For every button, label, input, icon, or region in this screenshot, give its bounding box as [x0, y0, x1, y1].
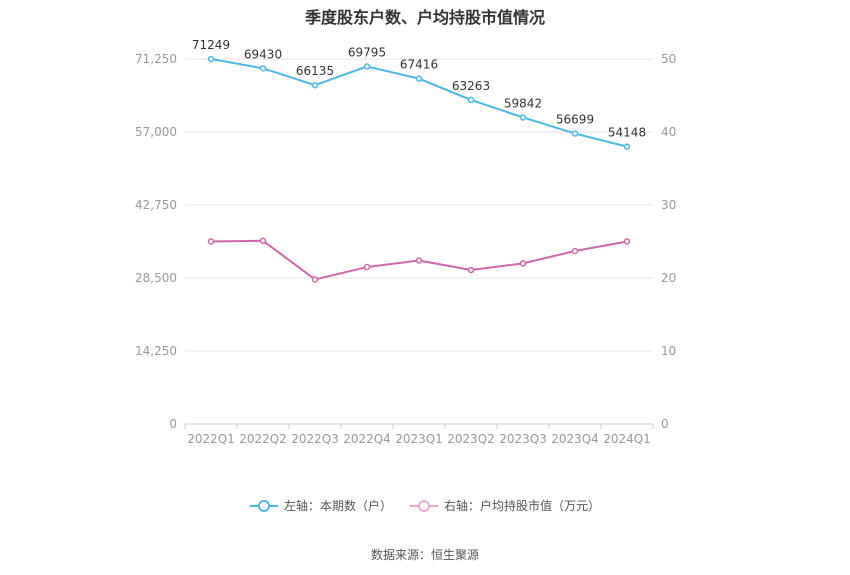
left-axis-tick-label: 57,000 — [135, 125, 177, 139]
left-series-point — [571, 130, 579, 137]
legend-marker-right-series-icon — [410, 499, 438, 512]
data-label: 67416 — [400, 58, 438, 72]
right-series-point — [467, 266, 475, 274]
right-series-point — [519, 260, 527, 267]
legend: 左轴：本期数（户） 右轴：户均持股市值（万元） — [0, 497, 850, 514]
line-chart: 0 14,250 28,500 42,750 57,000 71,250 0 10 20 30 40… — [135, 38, 676, 446]
x-axis-tick-label: 2023Q4 — [551, 432, 599, 446]
right-series-point — [623, 238, 631, 245]
left-series-point — [207, 55, 215, 63]
right-series-point — [311, 276, 319, 283]
x-axis-tick-label: 2022Q2 — [239, 432, 287, 446]
right-axis-tick-label: 10 — [661, 344, 676, 358]
left-series-point — [467, 96, 475, 104]
data-label: 71249 — [192, 38, 230, 52]
right-series-point — [259, 237, 267, 245]
source-note: 数据来源：恒生聚源 — [370, 548, 479, 562]
x-axis-tick-label: 2022Q1 — [187, 432, 235, 446]
left-series-point — [311, 81, 319, 89]
right-series-point — [415, 257, 423, 264]
left-axis-tick-label: 28,500 — [135, 271, 177, 285]
x-axis-tick-label: 2022Q4 — [343, 432, 391, 446]
right-axis-tick-label: 30 — [661, 198, 676, 212]
left-axis-tick-label: 14,250 — [135, 344, 177, 358]
legend-marker-left-series-icon — [249, 499, 278, 512]
left-series-point — [623, 143, 631, 150]
legend-item-left-series[interactable]: 左轴：本期数（户） — [249, 497, 392, 514]
x-axis-tick-label: 2023Q3 — [499, 432, 547, 446]
left-series-point — [519, 114, 527, 121]
data-label: 66135 — [296, 64, 334, 78]
data-label: 69430 — [244, 47, 282, 61]
data-label: 56699 — [556, 113, 594, 127]
x-axis-tick-label: 2023Q1 — [395, 432, 443, 446]
right-axis-tick-label: 20 — [661, 271, 676, 285]
x-axis-tick-label: 2022Q3 — [291, 432, 339, 446]
left-series-point — [259, 65, 267, 72]
left-series-point — [363, 63, 371, 70]
right-series-point — [207, 238, 215, 245]
legend-item-right-series[interactable]: 右轴：户均持股市值（万元） — [410, 497, 600, 514]
left-axis-tick-label: 0 — [169, 417, 177, 431]
data-label: 54148 — [608, 126, 646, 140]
right-axis-tick-label: 0 — [661, 417, 669, 431]
x-axis-tick-label: 2023Q2 — [447, 432, 495, 446]
right-axis-tick-label: 50 — [661, 52, 676, 66]
left-series-line — [210, 58, 628, 148]
right-axis-tick-label: 40 — [661, 125, 676, 139]
x-axis-tick-label: 2024Q1 — [603, 432, 651, 446]
legend-label-left-series: 左轴：本期数（户） — [283, 499, 392, 513]
right-series-point — [363, 263, 371, 271]
left-axis-tick-label: 71,250 — [135, 52, 177, 66]
data-label: 59842 — [504, 96, 542, 110]
legend-label-right-series: 右轴：户均持股市值（万元） — [444, 499, 601, 513]
chart-title: 季度股东户数、户均持股市值情况 — [304, 8, 545, 27]
data-label: 69795 — [348, 45, 386, 59]
left-axis-tick-label: 42,750 — [135, 198, 177, 212]
data-label: 63263 — [452, 79, 490, 93]
left-series-point — [415, 75, 423, 82]
right-series-point — [571, 247, 579, 255]
